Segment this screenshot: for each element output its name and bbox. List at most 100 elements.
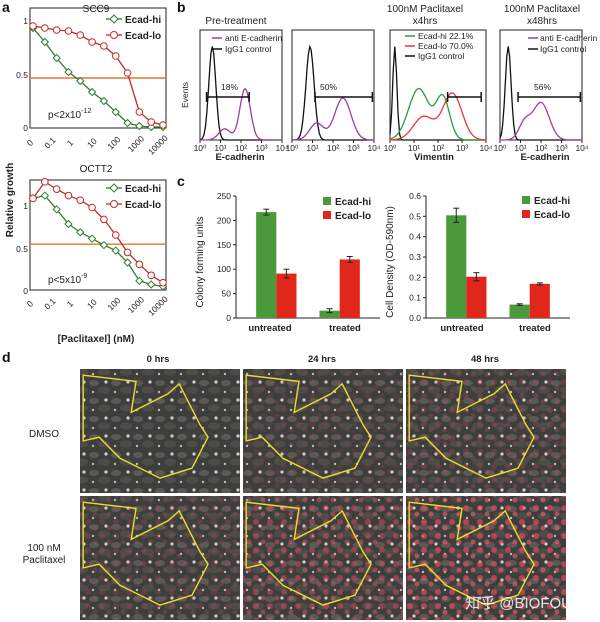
octt2-yticks: 0 0.5 1 xyxy=(16,201,28,296)
d-wound-outline xyxy=(82,501,209,606)
a-point-ecad-lo xyxy=(147,271,155,280)
c2-ylabel: Cell Density (OD-590nm) xyxy=(385,206,396,318)
panel-a-dose-response: Relative growth [Paclitaxel] (nM) SCC9 0… xyxy=(5,4,170,345)
b-xtick-label: 10² xyxy=(432,143,444,153)
c1-cat-untreated: untreated xyxy=(248,323,291,334)
c-ytick-label: 0.1 xyxy=(409,293,421,303)
c-ytick-label: 0 xyxy=(226,313,231,323)
a-point-ecad-lo xyxy=(123,69,132,77)
c-ytick-label: 250 xyxy=(217,191,231,201)
octt2-pvalue: p<5x10-9 xyxy=(48,273,87,286)
octt2-legend-hi: Ecad-hi xyxy=(125,184,161,195)
panel-label-a: a xyxy=(2,0,10,15)
octt2-ytick-05: 0.5 xyxy=(16,244,28,254)
panel-c-bar-charts: Colony forming units Cell Density (OD-59… xyxy=(195,191,570,334)
a-point-ecad-hi xyxy=(87,234,97,243)
panel-a-ylabel: Relative growth xyxy=(5,163,16,237)
scc9-ytick-1: 1 xyxy=(23,16,28,26)
c1-cat-treated: treated xyxy=(329,323,361,334)
b-xtick-label: 10¹ xyxy=(214,143,226,153)
b-histogram-curve xyxy=(199,46,282,141)
b-histogram-curve xyxy=(499,46,582,141)
d-wound-outline xyxy=(408,501,535,606)
scc9-title: SCC9 xyxy=(83,4,110,15)
c-ytick-label: 200 xyxy=(217,215,231,225)
a-point-ecad-hi xyxy=(111,107,120,117)
b1-xlabel: E-cadherin xyxy=(215,152,264,163)
b-header-pretreatment: Pre-treatment xyxy=(205,16,266,27)
d-red-fluorescence xyxy=(80,496,240,620)
d-red-fluorescence xyxy=(243,369,403,493)
octt2-xtick-1: 0.1 xyxy=(42,296,58,312)
a-point-ecad-lo xyxy=(135,260,144,269)
a-point-ecad-hi xyxy=(99,240,109,250)
c1-legend-hi: Ecad-hi xyxy=(335,197,371,208)
c-bar-ecad-lo xyxy=(276,273,297,318)
a-point-ecad-hi xyxy=(146,280,156,289)
a-point-ecad-lo xyxy=(29,22,37,30)
a-point-ecad-hi xyxy=(123,118,132,128)
octt2-xtick-5: 1000 xyxy=(126,294,147,315)
a-point-ecad-hi xyxy=(64,219,73,229)
b4-legend-igg: IgG1 control xyxy=(540,44,586,54)
d-micrograph xyxy=(80,369,240,493)
a-point-ecad-lo xyxy=(111,231,120,239)
b-xtick-label: 10¹ xyxy=(514,143,526,153)
a-point-ecad-lo xyxy=(135,108,144,116)
b-histogram-curve xyxy=(389,92,487,141)
c2-legend-hi: Ecad-hi xyxy=(534,196,570,207)
octt2-legend: Ecad-hi Ecad-lo xyxy=(106,183,161,211)
a-axes-frame xyxy=(29,7,167,129)
a-point-ecad-hi xyxy=(40,191,50,200)
scc9-legend: Ecad-hi Ecad-lo xyxy=(106,14,161,42)
b-xtick-label: 10³ xyxy=(456,143,468,153)
b1-legend-igg: IgG1 control xyxy=(225,44,271,54)
scc9-xtick-3: 10 xyxy=(85,136,99,150)
d-col-48hrs: 48 hrs xyxy=(471,354,499,365)
c1-legend: Ecad-hi Ecad-lo xyxy=(323,197,371,222)
b-xtick-label: 10³ xyxy=(555,143,567,153)
d-red-fluorescence xyxy=(243,496,403,620)
b-xtick-label: 10⁴ xyxy=(479,143,492,153)
b1-legend: anti E-cadherin IgG1 control xyxy=(212,33,282,54)
b4-xlabel: E-cadherin xyxy=(520,152,569,163)
c2-legend: Ecad-hi Ecad-lo xyxy=(522,196,570,221)
scc9-ytick-0: 0 xyxy=(23,123,28,133)
b-histogram-curve xyxy=(291,97,374,141)
c-ytick-label: 50 xyxy=(222,289,232,299)
b-histogram-curve xyxy=(389,87,486,141)
c-ytick-label: 150 xyxy=(217,240,231,250)
d-wound-outline xyxy=(408,374,535,479)
a-point-ecad-lo xyxy=(111,52,120,60)
scc9-xtick-2: 1 xyxy=(65,137,76,148)
panel-b-flow-histograms: Events Pre-treatment 100nM Paclitaxel x4h… xyxy=(180,4,597,163)
b3-xlabel: Vimentin xyxy=(414,152,454,163)
c-bar-ecad-hi xyxy=(446,215,467,318)
scc9-yticks: 0 0.5 1 xyxy=(16,16,28,133)
scc9-ytick-05: 0.5 xyxy=(16,70,28,80)
a-point-ecad-lo xyxy=(100,42,108,50)
a-point-ecad-lo xyxy=(88,203,96,212)
a-point-ecad-lo xyxy=(123,248,132,257)
watermark: 知乎 @BIOFOUNT xyxy=(465,595,592,612)
panel-label-b: b xyxy=(177,0,186,15)
b-histogram-curve xyxy=(292,44,374,141)
a-point-ecad-hi xyxy=(52,205,61,214)
b-xtick-label: 10⁰ xyxy=(286,143,299,153)
b-xtick-label: 10⁰ xyxy=(384,143,397,153)
a-point-ecad-hi xyxy=(52,53,61,63)
a-point-ecad-hi xyxy=(40,37,50,47)
scc9-xtick-0: 0 xyxy=(25,137,36,148)
c-ytick-label: 0.5 xyxy=(409,211,421,221)
a-series-ecad-lo-line xyxy=(32,180,164,284)
b3-legend: Ecad-hi 22.1% Ecad-lo 70.0% IgG1 control xyxy=(405,31,474,61)
c-ytick-label: 0.0 xyxy=(409,313,421,323)
b-xtick-label: 10⁴ xyxy=(275,143,288,153)
d-row-paclitaxel: 100 nM Paclitaxel xyxy=(23,543,66,566)
b-xtick-label: 10³ xyxy=(347,143,359,153)
octt2-xtick-0: 0 xyxy=(25,298,36,309)
octt2-ytick-1: 1 xyxy=(23,201,28,211)
octt2-title: OCTT2 xyxy=(80,164,113,175)
octt2-xtick-3: 10 xyxy=(85,297,99,311)
